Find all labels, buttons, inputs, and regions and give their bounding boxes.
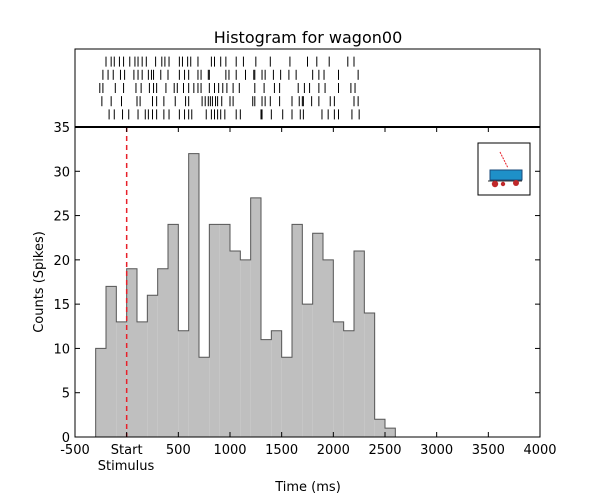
histogram-bar <box>240 259 251 437</box>
histogram-bar <box>95 348 106 437</box>
histogram-bar <box>292 224 303 437</box>
wagon-icon <box>488 151 523 188</box>
histogram-bar <box>354 251 365 437</box>
histogram-bar <box>219 224 230 437</box>
histogram-bar <box>271 330 282 437</box>
histogram-bar <box>157 268 168 437</box>
x-sublabel: Stimulus <box>98 459 155 474</box>
histogram-bar <box>168 224 179 437</box>
histogram-bar <box>302 304 313 437</box>
x-tick-label: Start <box>111 443 143 458</box>
y-tick-label: 35 <box>53 121 70 136</box>
x-axis: -500 Start 500 1000 1500 2000 2500 3000 3500 4000 <box>60 127 557 458</box>
histogram-bar <box>188 153 199 438</box>
x-tick-label: 500 <box>166 443 191 458</box>
x-tick-label: 1000 <box>213 443 246 458</box>
chart-title: Histogram for wagon00 <box>214 28 403 47</box>
x-tick-label: 3000 <box>420 443 453 458</box>
raster-plot <box>99 56 360 120</box>
x-tick-label: 4000 <box>523 443 556 458</box>
x-tick-label: 3500 <box>472 443 505 458</box>
y-tick-label: 10 <box>53 342 70 357</box>
x-tick-label: -500 <box>60 443 90 458</box>
histogram-bar <box>343 330 354 437</box>
y-tick-label: 20 <box>53 254 70 269</box>
histogram-bar <box>333 321 344 437</box>
inset-box <box>477 142 531 196</box>
histogram-bar <box>106 286 117 437</box>
histogram-bar <box>126 268 137 437</box>
histogram-bar <box>312 233 323 437</box>
histogram-bar <box>250 197 261 437</box>
y-axis-label: Counts (Spikes) <box>32 231 47 333</box>
histogram-bar <box>199 357 210 437</box>
histogram-bar <box>364 313 375 437</box>
histogram-bar <box>323 259 334 437</box>
histogram-bar <box>137 321 148 437</box>
y-tick-label: 30 <box>53 165 70 180</box>
y-axis: 0 5 10 15 20 25 30 35 <box>53 121 540 446</box>
histogram-bar <box>281 357 292 437</box>
histogram-bar <box>116 321 127 437</box>
histogram-bar <box>209 224 220 437</box>
histogram-bar <box>261 339 272 437</box>
x-tick-label: 2000 <box>317 443 350 458</box>
x-tick-label: 1500 <box>265 443 298 458</box>
histogram-bar <box>230 251 241 437</box>
y-tick-label: 25 <box>53 210 70 225</box>
histogram-bar <box>147 295 158 437</box>
histogram-bars <box>95 153 540 438</box>
y-tick-label: 0 <box>62 431 70 446</box>
histogram-bar <box>385 428 396 437</box>
histogram-bar <box>374 419 385 437</box>
histogram-outline <box>95 153 396 437</box>
y-tick-label: 15 <box>53 298 70 313</box>
y-tick-label: 5 <box>62 387 70 402</box>
x-axis-label: Time (ms) <box>274 480 341 495</box>
histogram-bar <box>178 330 189 437</box>
x-tick-label: 2500 <box>368 443 401 458</box>
